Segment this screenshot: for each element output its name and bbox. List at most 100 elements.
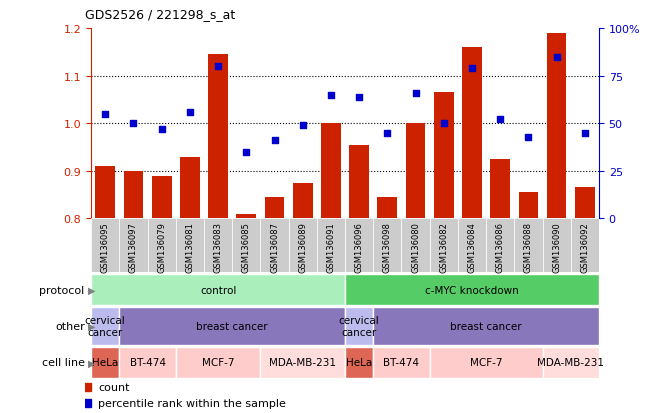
Bar bbox=[208, 55, 228, 219]
Text: HeLa: HeLa bbox=[92, 357, 118, 368]
Bar bbox=[373, 308, 599, 345]
Text: GSM136083: GSM136083 bbox=[214, 221, 223, 273]
Bar bbox=[96, 166, 115, 219]
Point bbox=[467, 66, 477, 72]
Text: ▶: ▶ bbox=[88, 285, 96, 295]
Point bbox=[128, 121, 139, 127]
Text: GSM136084: GSM136084 bbox=[467, 221, 477, 272]
Point bbox=[551, 54, 562, 61]
Bar bbox=[519, 193, 538, 219]
Text: MCF-7: MCF-7 bbox=[202, 357, 234, 368]
Text: GDS2526 / 221298_s_at: GDS2526 / 221298_s_at bbox=[85, 8, 235, 21]
Point bbox=[213, 64, 223, 70]
Bar bbox=[317, 219, 345, 273]
Point bbox=[523, 134, 534, 140]
Bar bbox=[119, 219, 148, 273]
Bar bbox=[176, 219, 204, 273]
Text: protocol: protocol bbox=[39, 285, 85, 295]
Point bbox=[270, 138, 280, 144]
Bar bbox=[345, 275, 599, 306]
Bar bbox=[91, 275, 345, 306]
Bar bbox=[91, 308, 119, 345]
Text: ▶: ▶ bbox=[88, 321, 96, 331]
Text: BT-474: BT-474 bbox=[130, 357, 165, 368]
Bar bbox=[176, 347, 260, 378]
Text: GSM136086: GSM136086 bbox=[495, 221, 505, 273]
Text: BT-474: BT-474 bbox=[383, 357, 419, 368]
Text: GSM136080: GSM136080 bbox=[411, 221, 420, 272]
Bar bbox=[547, 33, 566, 219]
Text: HeLa: HeLa bbox=[346, 357, 372, 368]
Bar bbox=[91, 347, 119, 378]
Bar bbox=[571, 219, 599, 273]
Bar bbox=[430, 347, 542, 378]
Text: GSM136089: GSM136089 bbox=[298, 221, 307, 272]
Bar bbox=[124, 171, 143, 219]
Bar bbox=[430, 219, 458, 273]
Point bbox=[185, 109, 195, 116]
Bar bbox=[152, 176, 172, 219]
Bar bbox=[434, 93, 454, 219]
Bar bbox=[542, 347, 599, 378]
Text: GSM136087: GSM136087 bbox=[270, 221, 279, 273]
Bar bbox=[260, 219, 288, 273]
Bar bbox=[462, 48, 482, 219]
Text: c-MYC knockdown: c-MYC knockdown bbox=[425, 285, 519, 295]
Point bbox=[382, 130, 393, 137]
Bar bbox=[236, 214, 256, 219]
Bar bbox=[458, 219, 486, 273]
Bar bbox=[180, 157, 200, 219]
Text: percentile rank within the sample: percentile rank within the sample bbox=[98, 398, 286, 408]
Text: GSM136090: GSM136090 bbox=[552, 221, 561, 272]
Text: MCF-7: MCF-7 bbox=[470, 357, 503, 368]
Bar bbox=[119, 308, 345, 345]
Text: MDA-MB-231: MDA-MB-231 bbox=[537, 357, 604, 368]
Text: GSM136096: GSM136096 bbox=[355, 221, 364, 272]
Text: cell line: cell line bbox=[42, 357, 85, 368]
Bar bbox=[373, 347, 430, 378]
Point bbox=[439, 121, 449, 127]
Bar bbox=[490, 159, 510, 219]
Bar bbox=[260, 347, 345, 378]
Text: GSM136091: GSM136091 bbox=[326, 221, 335, 272]
Bar bbox=[345, 308, 373, 345]
Bar bbox=[345, 219, 373, 273]
Point bbox=[495, 117, 505, 123]
Text: breast cancer: breast cancer bbox=[450, 321, 522, 331]
Bar bbox=[542, 219, 571, 273]
Text: GSM136088: GSM136088 bbox=[524, 221, 533, 273]
Bar bbox=[486, 219, 514, 273]
Text: breast cancer: breast cancer bbox=[197, 321, 268, 331]
Bar bbox=[119, 347, 176, 378]
Bar bbox=[148, 219, 176, 273]
Bar bbox=[204, 219, 232, 273]
Text: GSM136092: GSM136092 bbox=[580, 221, 589, 272]
Text: GSM136082: GSM136082 bbox=[439, 221, 449, 272]
Bar bbox=[321, 124, 341, 219]
Text: GSM136095: GSM136095 bbox=[101, 221, 110, 272]
Bar bbox=[350, 145, 369, 219]
Text: control: control bbox=[200, 285, 236, 295]
Bar bbox=[91, 219, 119, 273]
Bar bbox=[402, 219, 430, 273]
Bar bbox=[288, 219, 317, 273]
Point bbox=[579, 130, 590, 137]
Point bbox=[298, 123, 308, 129]
Bar bbox=[378, 197, 397, 219]
Point bbox=[410, 90, 421, 97]
Bar bbox=[575, 188, 595, 219]
Point bbox=[241, 149, 251, 156]
Text: GSM136085: GSM136085 bbox=[242, 221, 251, 272]
Bar bbox=[232, 219, 260, 273]
Point bbox=[354, 94, 365, 101]
Bar bbox=[406, 124, 426, 219]
Text: GSM136097: GSM136097 bbox=[129, 221, 138, 272]
Text: other: other bbox=[55, 321, 85, 331]
Text: MDA-MB-231: MDA-MB-231 bbox=[270, 357, 336, 368]
Bar bbox=[265, 197, 284, 219]
Point bbox=[326, 92, 336, 99]
Bar bbox=[373, 219, 402, 273]
Bar bbox=[514, 219, 542, 273]
Point bbox=[156, 126, 167, 133]
Bar bbox=[345, 347, 373, 378]
